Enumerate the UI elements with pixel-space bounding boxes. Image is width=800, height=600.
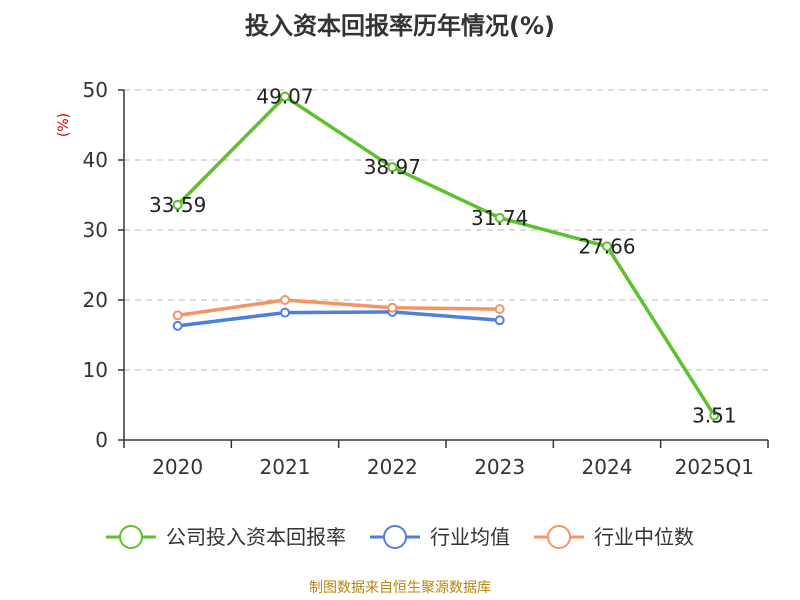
axes: 0 10 20 30 40 50 2020 2021 2022 2023 2024 2025Q1 — [83, 78, 769, 479]
x-tick-label: 2021 — [260, 455, 311, 479]
series-layer — [172, 91, 720, 421]
legend: 公司投入资本回报率 行业均值 行业中位数 — [106, 525, 694, 549]
y-tick-label: 50 — [83, 78, 108, 102]
data-label: 38.97 — [364, 155, 421, 179]
series-point-0 — [602, 241, 612, 252]
legend-marker — [119, 525, 143, 549]
data-labels: 33.59 49.07 38.97 31.74 27.66 3.51 — [149, 85, 737, 428]
legend-marker — [383, 525, 407, 549]
x-tick-label: 2024 — [582, 455, 633, 479]
legend-item-0: 公司投入资本回报率 — [106, 525, 346, 549]
series-point-0 — [172, 199, 183, 210]
x-tick-label: 2025Q1 — [675, 455, 754, 479]
series-point-1 — [280, 307, 290, 318]
series-point-0 — [709, 410, 720, 421]
x-tick-label: 2022 — [367, 455, 418, 479]
legend-label: 公司投入资本回报率 — [166, 525, 346, 549]
data-label: 31.74 — [471, 206, 528, 230]
legend-item-1: 行业均值 — [370, 525, 510, 549]
x-tick-label: 2023 — [474, 455, 525, 479]
series-point-2 — [494, 304, 505, 315]
series-point-0 — [387, 162, 398, 173]
series-line-2 — [175, 298, 502, 318]
data-label: 3.51 — [692, 403, 737, 427]
y-tick-label: 30 — [83, 218, 108, 242]
chart-title: 投入资本回报率历年情况(%) — [245, 12, 555, 40]
y-tick-label: 0 — [95, 428, 108, 452]
data-label: 49.07 — [256, 85, 313, 109]
data-label: 33.59 — [149, 193, 206, 217]
y-tick-label: 20 — [83, 288, 108, 312]
y-tick-label: 10 — [83, 358, 108, 382]
series-line-0 — [175, 94, 717, 418]
series-point-2 — [172, 310, 183, 321]
x-tick-label: 2020 — [152, 455, 203, 479]
series-point-2 — [387, 302, 398, 313]
legend-label: 行业均值 — [430, 525, 510, 549]
y-tick-label: 40 — [83, 148, 108, 172]
legend-item-2: 行业中位数 — [534, 525, 694, 549]
y-axis-label: (%) — [56, 113, 72, 137]
data-label: 27.66 — [578, 234, 635, 258]
series-point-1 — [494, 315, 505, 326]
gridlines — [124, 89, 768, 371]
series-point-0 — [494, 212, 505, 223]
legend-label: 行业中位数 — [594, 525, 694, 549]
series-point-2 — [280, 295, 290, 305]
source-note: 制图数据来自恒生聚源数据库 — [309, 580, 491, 596]
series-point-0 — [280, 91, 290, 102]
legend-marker — [547, 525, 571, 549]
series-line-1 — [175, 310, 502, 328]
series-point-1 — [172, 320, 183, 331]
